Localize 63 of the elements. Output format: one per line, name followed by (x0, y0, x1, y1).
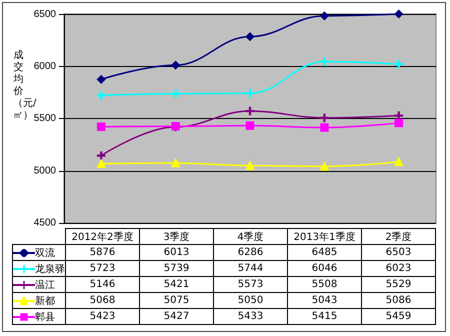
point (96, 151, 106, 160)
point (171, 158, 180, 168)
point (246, 88, 254, 98)
data-label: 6503 (362, 244, 436, 260)
data-label: 5050 (214, 292, 288, 308)
data-label: 5744 (214, 260, 288, 276)
data-label: 5723 (66, 260, 140, 276)
point (394, 10, 404, 18)
data-label: 5075 (140, 292, 214, 308)
data-label: 5459 (362, 308, 436, 324)
point (394, 111, 404, 120)
data-label: 5043 (288, 292, 362, 308)
point (320, 123, 329, 132)
x-tick-label: 3季度 (140, 228, 214, 244)
data-label: 5739 (140, 260, 214, 276)
data-label: 5427 (140, 308, 214, 324)
legend-label: 双流 (35, 248, 55, 258)
point (320, 114, 329, 122)
y-tick-label: 5000 (34, 165, 56, 176)
y-tick-label: 4500 (34, 218, 56, 228)
x-tick-label: 2013年1季度 (288, 228, 362, 244)
data-label: 6023 (362, 260, 436, 276)
point (246, 121, 254, 130)
data-label: 5146 (66, 276, 140, 292)
point (320, 12, 329, 20)
point (246, 106, 254, 116)
x-tick-label: 4季度 (214, 228, 288, 244)
data-label: 5573 (214, 276, 288, 292)
data-label: 5068 (66, 292, 140, 308)
point (246, 32, 254, 41)
legend-label: 郫县 (35, 312, 55, 322)
x-tick-label: 2季度 (362, 228, 436, 244)
data-label: 5876 (66, 244, 140, 260)
point (394, 60, 404, 68)
point (246, 161, 254, 170)
data-label: 6286 (214, 244, 288, 260)
point (96, 75, 106, 84)
legend-label: 温江 (35, 280, 55, 290)
y-tick-label: 5500 (34, 113, 56, 124)
data-label: 6485 (288, 244, 362, 260)
data-label: 5433 (214, 308, 288, 324)
data-label: 5421 (140, 276, 214, 292)
point (394, 158, 404, 166)
y-tick-label: 6000 (34, 60, 56, 72)
data-label: 5415 (288, 308, 362, 324)
point (171, 89, 180, 98)
data-label: 5529 (362, 276, 436, 292)
legend-label: 新都 (35, 296, 55, 306)
point (171, 60, 180, 70)
point (394, 118, 404, 128)
y-tick-label: 6500 (34, 8, 56, 20)
x-tick-label: 2012年2季度 (66, 228, 140, 244)
data-label: 5508 (288, 276, 362, 292)
point (96, 159, 106, 168)
point (96, 122, 106, 131)
point (320, 57, 329, 66)
data-label: 6046 (288, 260, 362, 276)
data-label: 6013 (140, 244, 214, 260)
point (320, 162, 329, 171)
legend-label: 龙泉驿 (35, 264, 65, 274)
point (96, 91, 106, 100)
data-label: 5086 (362, 292, 436, 308)
data-label: 5423 (66, 308, 140, 324)
